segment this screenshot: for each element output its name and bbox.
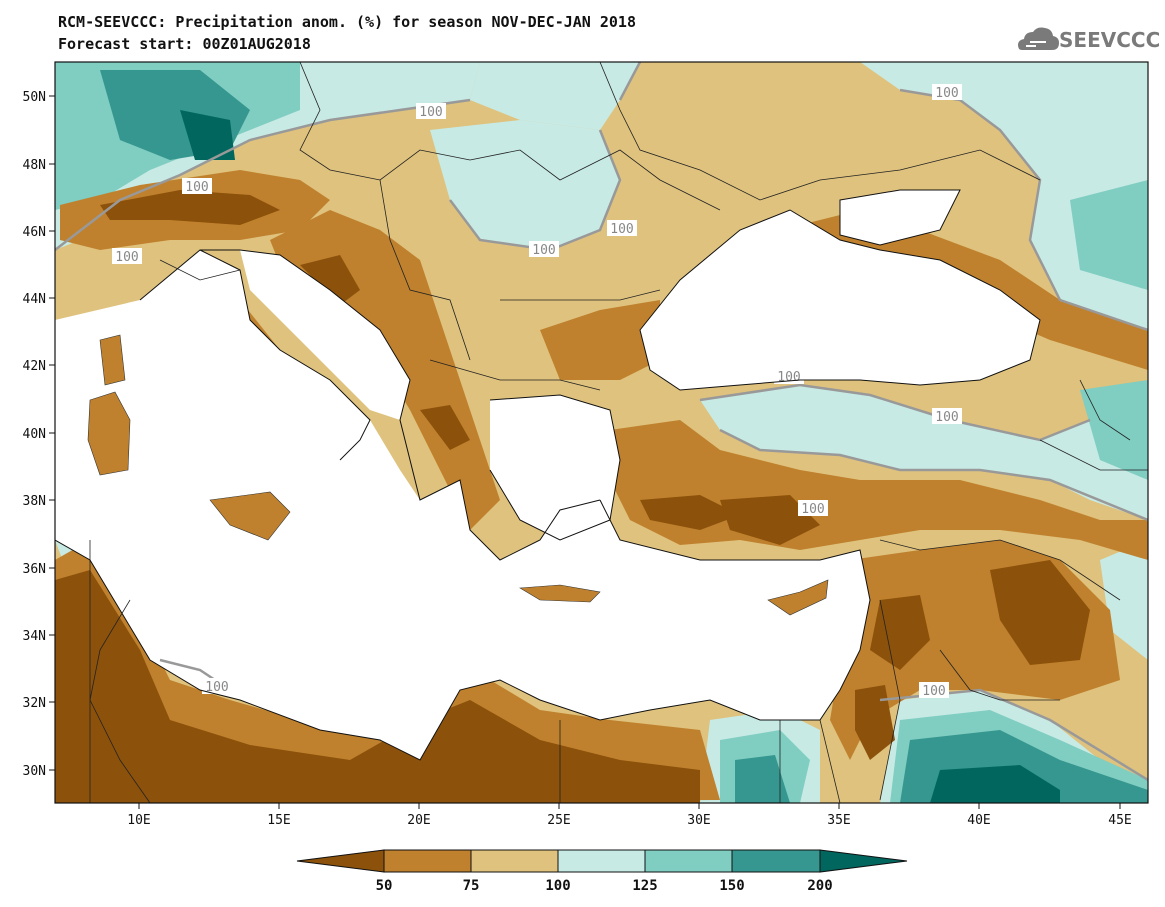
colorbar-label: 150 <box>719 878 744 894</box>
lon-tick-label: 15E <box>267 813 290 828</box>
region-above-200-alps <box>180 110 235 160</box>
region-50-75-romania <box>540 300 660 380</box>
lat-tick-label: 40N <box>23 427 46 442</box>
lat-tick-label: 42N <box>23 359 46 374</box>
colorbar-label: 200 <box>807 878 832 894</box>
region-100-125-turkey <box>700 385 1148 520</box>
colorbar-label: 100 <box>545 878 570 894</box>
contour-label: 100 <box>777 370 800 385</box>
lon-tick-label: 25E <box>547 813 570 828</box>
mediterranean-sea <box>55 250 870 760</box>
colorbar <box>296 849 908 873</box>
region-below-50-turkey-2 <box>720 495 820 545</box>
corsica-island <box>99 334 126 386</box>
region-100-125-east <box>860 62 1148 330</box>
region-below-50-libya <box>55 570 700 803</box>
lat-tick-label: 32N <box>23 696 46 711</box>
region-below-50-greece <box>420 405 470 450</box>
sicily-island <box>209 491 291 541</box>
colorbar-cell-100-125 <box>557 849 646 873</box>
crete-island <box>519 584 601 603</box>
region-below-50-jordan <box>855 685 895 760</box>
region-below-50-lebanon <box>870 595 930 670</box>
lat-tick-label: 44N <box>23 292 46 307</box>
colorbar-cell-below-50 <box>296 849 385 873</box>
colorbar-label: 125 <box>632 878 657 894</box>
lat-axis <box>49 95 55 771</box>
lon-axis <box>138 803 1121 809</box>
adriatic-sea <box>240 250 410 420</box>
colorbar-cell-75-100 <box>470 849 559 873</box>
lon-tick-label: 10E <box>127 813 150 828</box>
contour-label: 100 <box>922 684 945 699</box>
region-125-150-caucasus <box>1080 380 1148 480</box>
contour-label: 100 <box>205 680 228 695</box>
map-title: RCM-SEEVCCC: Precipitation anom. (%) for… <box>58 13 636 31</box>
colorbar-cell-150-200 <box>731 849 821 873</box>
colorbar-label: 75 <box>463 878 480 894</box>
aegean-sea <box>490 395 620 540</box>
colorbar-cell-50-75 <box>383 849 472 873</box>
lat-tick-label: 36N <box>23 562 46 577</box>
contour-label: 100 <box>185 180 208 195</box>
contour-label: 100 <box>115 250 138 265</box>
lat-tick-label: 48N <box>23 158 46 173</box>
region-150-200-egypt <box>735 755 790 803</box>
lat-tick-label: 38N <box>23 494 46 509</box>
cyprus-island <box>767 579 829 616</box>
cloud-icon <box>1018 27 1059 50</box>
contour-label: 100 <box>801 502 824 517</box>
lat-tick-label: 50N <box>23 90 46 105</box>
lon-tick-label: 30E <box>687 813 710 828</box>
sardinia-island <box>87 391 131 476</box>
lon-tick-label: 35E <box>827 813 850 828</box>
region-above-200-saudi <box>930 765 1060 803</box>
contour-label: 100 <box>935 410 958 425</box>
contour-label: 100 <box>532 243 555 258</box>
region-below-50-alps <box>100 190 280 225</box>
sea-of-azov <box>840 190 960 245</box>
lat-tick-label: 46N <box>23 225 46 240</box>
region-below-50-turkey <box>640 495 740 530</box>
lon-tick-label: 20E <box>407 813 430 828</box>
region-100-125-poland-ukraine <box>470 62 640 130</box>
region-below-50-syria <box>990 560 1090 665</box>
region-below-50-bosnia <box>300 255 360 305</box>
colorbar-cell-above-200 <box>819 849 908 873</box>
logo-text: SEEVCCC <box>1059 28 1161 52</box>
lon-tick-label: 45E <box>1108 813 1131 828</box>
colorbar-label: 50 <box>376 878 393 894</box>
lon-tick-label: 40E <box>967 813 990 828</box>
contour-label: 100 <box>610 222 633 237</box>
black-sea <box>640 210 1040 390</box>
lat-tick-label: 34N <box>23 629 46 644</box>
lat-tick-label: 30N <box>23 764 46 779</box>
colorbar-cell-125-150 <box>644 849 733 873</box>
region-100-125-carpathian <box>430 120 620 250</box>
contour-label: 100 <box>419 105 442 120</box>
region-125-150-east <box>1070 180 1148 290</box>
contour-label: 100 <box>935 86 958 101</box>
forecast-start-label: Forecast start: 00Z01AUG2018 <box>58 35 311 53</box>
